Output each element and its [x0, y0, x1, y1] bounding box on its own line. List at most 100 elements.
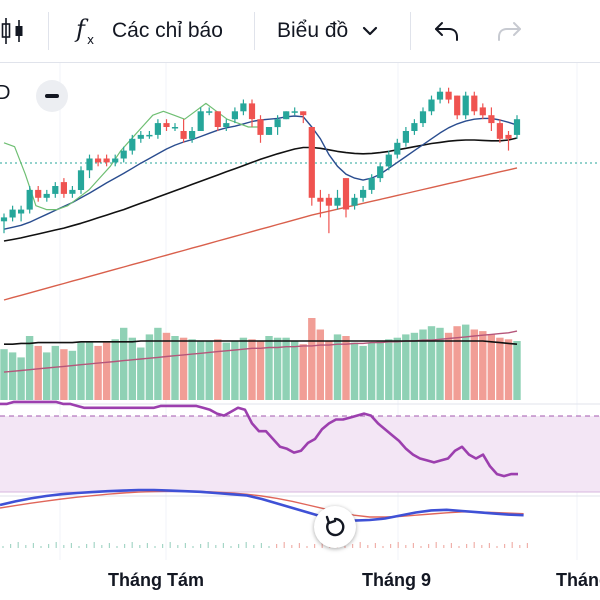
- macd-line: [0, 488, 524, 522]
- volume-bar: [171, 336, 179, 400]
- candle-body: [334, 197, 341, 206]
- volume-bar: [8, 352, 17, 400]
- candles-style-button[interactable]: [0, 8, 26, 54]
- volume-bar: [111, 339, 119, 400]
- undo-icon: [435, 22, 458, 41]
- volume-bar: [85, 341, 94, 400]
- volume-bar: [496, 337, 504, 400]
- candle-body: [368, 178, 375, 190]
- candle-body: [60, 182, 67, 194]
- candle-body: [274, 119, 281, 128]
- candle-body: [103, 158, 110, 163]
- volume-bar: [462, 324, 470, 400]
- candle-body: [69, 189, 76, 194]
- volume-bar: [325, 341, 333, 400]
- top-toolbar: f x Các chỉ báo Biểu đồ: [0, 0, 600, 62]
- legend-text-fragment: D: [0, 82, 11, 104]
- volume-bar: [385, 339, 393, 400]
- undo-button[interactable]: [432, 8, 462, 54]
- volume-bar: [137, 347, 145, 400]
- candle-body: [95, 158, 102, 163]
- rsi-line: [0, 400, 518, 478]
- candle-body: [18, 209, 25, 214]
- volume-bar: [256, 341, 265, 400]
- candle-body: [428, 99, 435, 112]
- candle-body: [394, 142, 401, 155]
- reset-chart-button[interactable]: [314, 506, 356, 548]
- volume-bar: [419, 329, 427, 400]
- volume-bar: [239, 337, 248, 400]
- candle-body: [52, 186, 59, 194]
- volume-bar: [333, 334, 342, 400]
- collapse-legend-button[interactable]: [36, 80, 68, 112]
- chevron-down-icon: [363, 26, 378, 36]
- toolbar-divider: [0, 62, 600, 63]
- volume-bar: [222, 342, 230, 400]
- macd-signal-line: [0, 490, 524, 518]
- candle-body: [86, 158, 93, 171]
- redo-button[interactable]: [494, 8, 524, 54]
- volume-bar: [504, 339, 513, 400]
- candle-body: [462, 95, 469, 116]
- candle-body: [265, 127, 273, 135]
- volume-bar: [231, 341, 239, 400]
- volume-bar: [214, 339, 222, 400]
- candle-body: [180, 131, 187, 139]
- volume-bar: [291, 341, 299, 400]
- volume-bar: [479, 331, 487, 400]
- candle-body: [445, 91, 452, 100]
- candle-body: [137, 134, 144, 139]
- volume-bar: [102, 342, 111, 400]
- candle-body: [197, 111, 204, 131]
- volume-bar: [43, 352, 51, 400]
- candle-body: [231, 111, 238, 120]
- volume-bar: [308, 318, 316, 400]
- candle-body: [325, 197, 332, 206]
- ma-red-line: [3, 167, 518, 301]
- volume-bar: [273, 337, 282, 400]
- candle-body: [189, 131, 196, 139]
- volume-bar: [513, 341, 521, 400]
- volume-bar: [282, 337, 290, 400]
- candle-body: [35, 189, 42, 198]
- volume-bar: [94, 345, 102, 400]
- candle-body: [43, 193, 50, 198]
- volume-bar: [0, 349, 8, 400]
- candle-body: [351, 197, 358, 206]
- chart-type-dropdown[interactable]: Biểu đồ: [277, 8, 380, 54]
- candle-body: [419, 111, 427, 124]
- chart-type-label: Biểu đồ: [277, 19, 349, 42]
- rsi-band: [0, 416, 600, 492]
- volume-bar: [248, 339, 256, 400]
- volume-bar: [60, 349, 68, 400]
- volume-bar: [470, 329, 478, 400]
- volume-bar: [51, 345, 59, 400]
- candle-body: [257, 119, 264, 135]
- ma-black-line: [3, 137, 518, 242]
- candle-body: [240, 103, 247, 112]
- time-axis-label: Tháng: [556, 570, 600, 590]
- candles-icon: [1, 18, 23, 44]
- indicators-button[interactable]: f x Các chỉ báo: [74, 8, 223, 54]
- volume-bar: [34, 345, 42, 400]
- candle-body: [214, 111, 221, 127]
- time-axis-label: Tháng Tám: [108, 570, 205, 590]
- volume-ma-black-line: [4, 340, 518, 346]
- candle-body: [385, 154, 392, 167]
- candle-body: [479, 107, 486, 116]
- volume-bar: [17, 357, 25, 400]
- candle-body: [291, 111, 298, 113]
- volume-bar: [265, 336, 273, 400]
- candle-body: [129, 138, 136, 151]
- volume-bar: [316, 329, 324, 400]
- candle-body: [471, 95, 478, 112]
- volume-ma-red-line: [3, 330, 518, 373]
- volume-bar: [367, 342, 376, 400]
- candle-body: [496, 123, 503, 139]
- candle-body: [402, 131, 409, 143]
- volume-bar: [393, 337, 401, 400]
- candle-body: [206, 111, 213, 113]
- toolbar-separator: [48, 12, 49, 50]
- volume-bar: [487, 334, 495, 400]
